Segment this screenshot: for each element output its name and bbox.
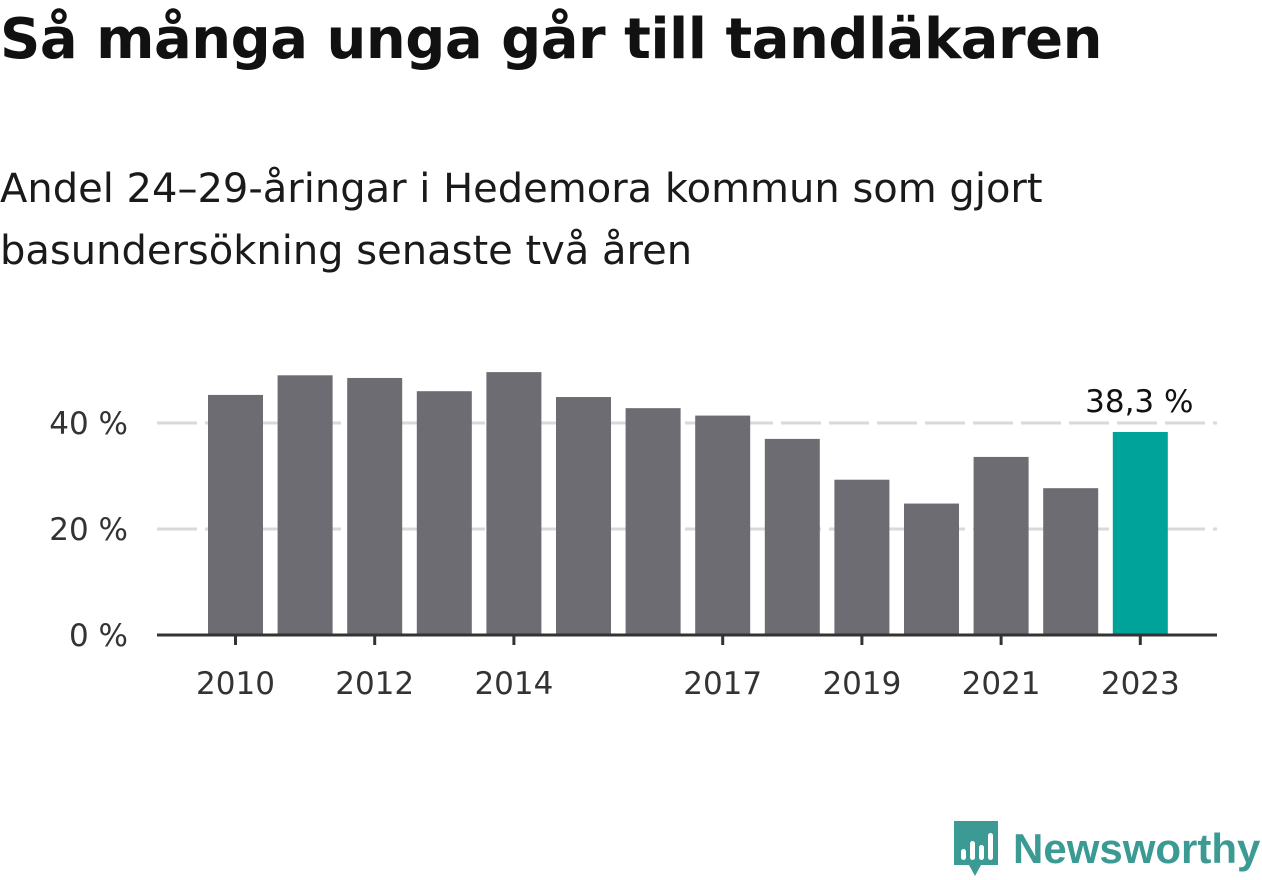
bar-2023 <box>1112 432 1168 635</box>
x-axis <box>157 633 1217 645</box>
newsworthy-logo-icon <box>954 821 998 876</box>
bar-2016 <box>625 408 681 635</box>
y-tick-label: 20 % <box>49 512 128 548</box>
bar-2011 <box>277 375 333 635</box>
x-tick-label-2019: 2019 <box>822 666 901 702</box>
x-tick-label-2012: 2012 <box>335 666 414 702</box>
y-tick-label: 40 % <box>49 406 128 442</box>
bar-2020 <box>904 503 959 635</box>
gridlines <box>157 421 1217 531</box>
y-axis-labels: 0 % 20 % 40 % <box>49 406 128 654</box>
bar-2014 <box>486 372 542 635</box>
chart-subtitle: Andel 24–29-åringar i Hedemora kommun so… <box>0 166 1043 274</box>
annotations: 38,3 % <box>1085 384 1193 420</box>
chart-title: Så många unga går till tandläkaren <box>0 7 1102 72</box>
x-tick-label-2014: 2014 <box>474 666 553 702</box>
bar-2022 <box>1043 488 1099 635</box>
bar-2015 <box>556 397 611 635</box>
highlight-value-label: 38,3 % <box>1085 384 1193 420</box>
bars <box>208 372 1168 635</box>
newsworthy-brand: Newsworthy <box>951 818 1260 880</box>
bar-2010 <box>208 394 263 635</box>
bar-2019 <box>834 479 890 635</box>
x-tick-label-2010: 2010 <box>196 666 275 702</box>
bar-2017 <box>695 415 751 635</box>
x-tick-label-2017: 2017 <box>683 666 762 702</box>
y-tick-label: 0 % <box>69 618 128 654</box>
bar-2018 <box>764 438 820 635</box>
x-axis-labels: 2010 2012 2014 2017 2019 2021 2023 <box>196 666 1180 702</box>
bar-2012 <box>347 377 403 635</box>
bar-2013 <box>416 391 472 635</box>
brand-name: Newsworthy <box>1013 825 1261 872</box>
x-tick-label-2021: 2021 <box>962 666 1041 702</box>
bar-2021 <box>973 456 1029 635</box>
x-tick-label-2023: 2023 <box>1101 666 1180 702</box>
